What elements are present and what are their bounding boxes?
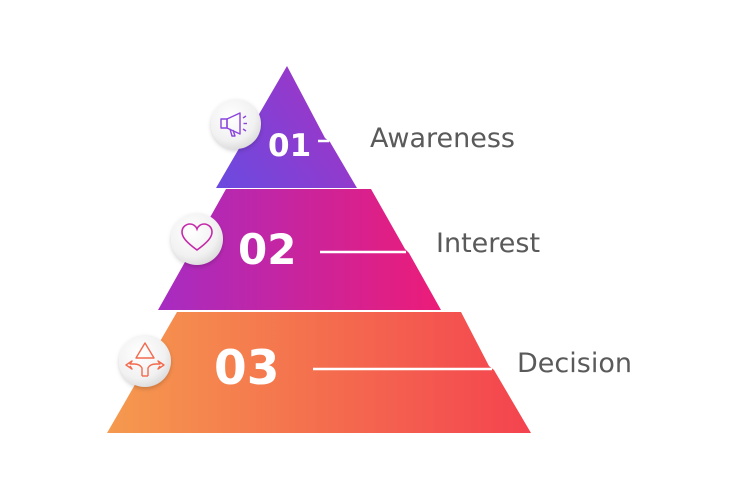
tier-3-label: Decision [517, 348, 632, 379]
tier-awareness: 01 Awareness [211, 66, 515, 188]
tier-3-shape [107, 312, 531, 433]
tier-2-label: Interest [436, 228, 540, 259]
tier-1-number: 01 [268, 128, 311, 164]
tier-interest: 02 Interest [158, 189, 540, 310]
megaphone-icon [211, 99, 261, 149]
split-arrows-icon [119, 335, 171, 387]
tier-2-number: 02 [238, 225, 296, 274]
tier-1-label: Awareness [370, 123, 515, 154]
tier-1-shape [216, 66, 357, 188]
tier-decision: 03 Decision [107, 312, 632, 433]
tier-2-shape [158, 189, 441, 310]
heart-icon [171, 213, 223, 265]
tier-3-number: 03 [214, 341, 279, 396]
